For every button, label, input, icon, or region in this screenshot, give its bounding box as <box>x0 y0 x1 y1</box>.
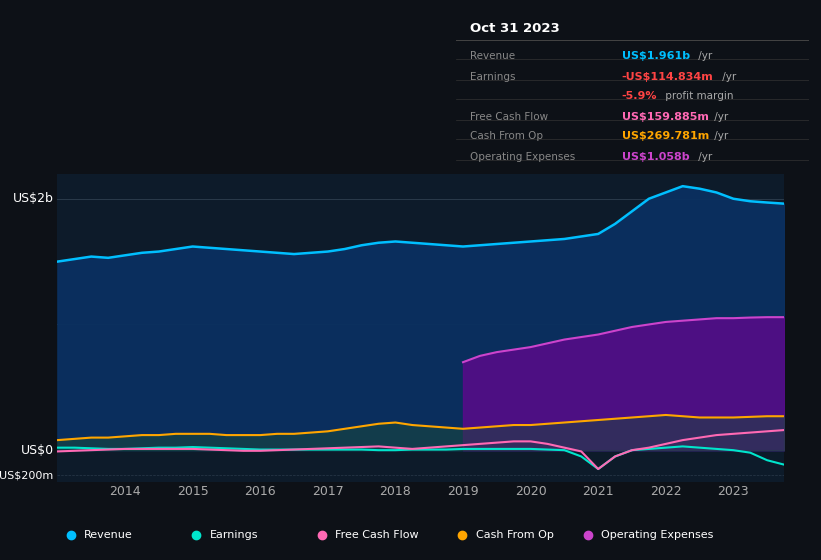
Text: Oct 31 2023: Oct 31 2023 <box>470 22 560 35</box>
Text: 2015: 2015 <box>177 485 209 498</box>
Text: -5.9%: -5.9% <box>621 91 657 101</box>
Text: /yr: /yr <box>719 72 736 82</box>
Text: Operating Expenses: Operating Expenses <box>601 530 713 540</box>
Text: 2014: 2014 <box>109 485 141 498</box>
Text: US$0: US$0 <box>21 444 54 456</box>
Text: 2019: 2019 <box>447 485 479 498</box>
Text: Cash From Op: Cash From Op <box>475 530 553 540</box>
Text: 2020: 2020 <box>515 485 547 498</box>
Text: profit margin: profit margin <box>663 91 734 101</box>
Text: 2023: 2023 <box>718 485 750 498</box>
Text: /yr: /yr <box>711 112 728 122</box>
Text: -US$114.834m: -US$114.834m <box>621 72 713 82</box>
Text: US$159.885m: US$159.885m <box>621 112 709 122</box>
Text: /yr: /yr <box>695 152 712 162</box>
Text: Cash From Op: Cash From Op <box>470 131 543 141</box>
Text: US$1.961b: US$1.961b <box>621 51 690 61</box>
Text: Free Cash Flow: Free Cash Flow <box>335 530 419 540</box>
Text: Operating Expenses: Operating Expenses <box>470 152 575 162</box>
Text: Free Cash Flow: Free Cash Flow <box>470 112 548 122</box>
Text: 2021: 2021 <box>582 485 614 498</box>
Text: /yr: /yr <box>711 131 728 141</box>
Text: Earnings: Earnings <box>209 530 258 540</box>
Text: Revenue: Revenue <box>470 51 515 61</box>
Text: US$2b: US$2b <box>13 192 54 206</box>
Text: Revenue: Revenue <box>84 530 133 540</box>
Text: 2017: 2017 <box>312 485 344 498</box>
Text: 2018: 2018 <box>379 485 411 498</box>
Text: US$269.781m: US$269.781m <box>621 131 709 141</box>
Text: 2016: 2016 <box>245 485 276 498</box>
Text: -US$200m: -US$200m <box>0 470 54 480</box>
Text: US$1.058b: US$1.058b <box>621 152 689 162</box>
Text: Earnings: Earnings <box>470 72 516 82</box>
Text: 2022: 2022 <box>650 485 681 498</box>
Text: /yr: /yr <box>695 51 712 61</box>
